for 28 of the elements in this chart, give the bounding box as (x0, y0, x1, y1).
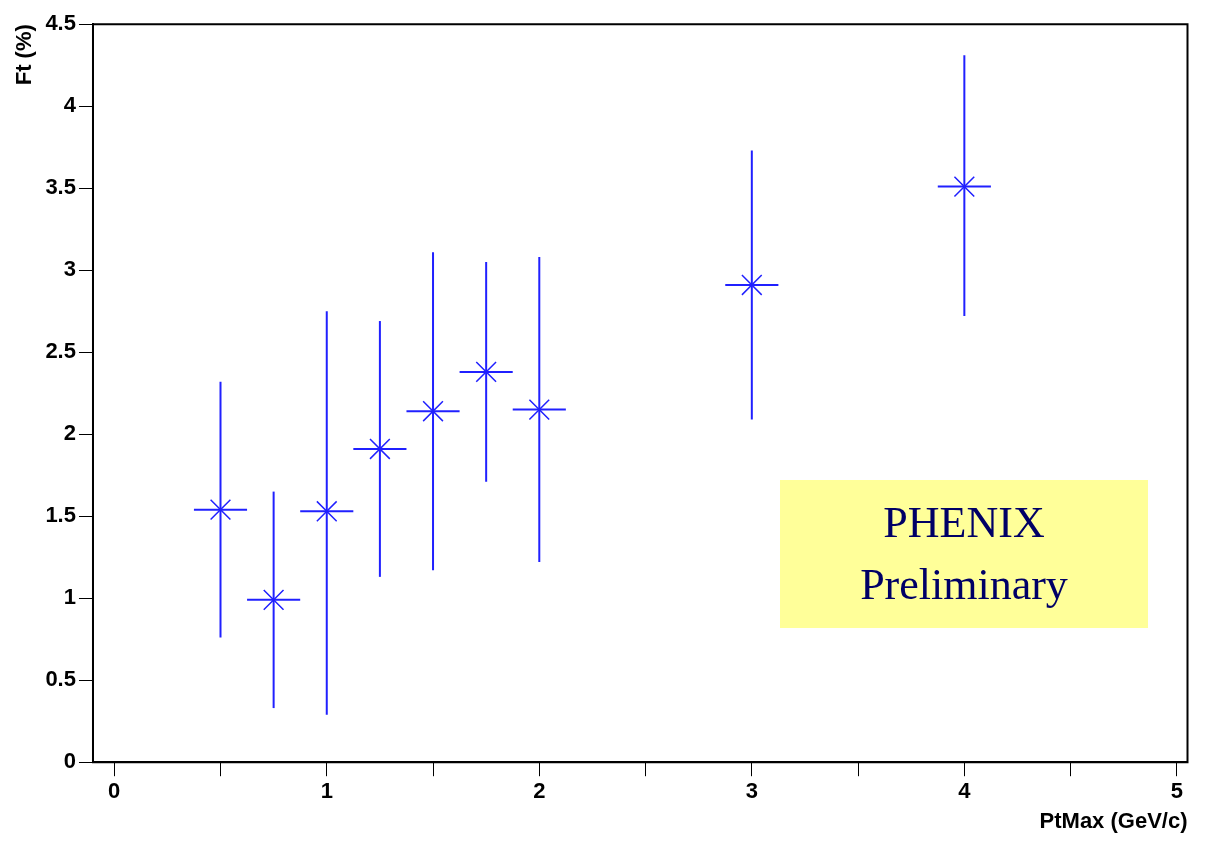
y-tick-label: 0.5 (45, 666, 76, 692)
x-tick-label: 1 (320, 778, 333, 804)
x-tick-label: 5 (1170, 778, 1183, 804)
point (262, 589, 285, 611)
y-axis-title: Ft (%) (11, 24, 37, 86)
point (475, 361, 497, 383)
x-tick-label: 0 (108, 778, 121, 804)
y-tick-label: 1 (63, 584, 76, 610)
y-tick-label: 1.5 (45, 502, 76, 528)
y-tick-label: 4.5 (45, 10, 76, 36)
note-box: PHENIX Preliminary (780, 480, 1148, 628)
point (953, 175, 975, 198)
point (528, 398, 550, 421)
point (316, 500, 338, 522)
point (209, 498, 232, 521)
x-tick-label: 4 (958, 778, 972, 804)
x-tick-label: 2 (533, 778, 546, 804)
point (422, 400, 444, 422)
y-tick-label: 4 (63, 92, 77, 118)
y-tick-label: 2.5 (45, 338, 76, 364)
x-tick-label: 3 (745, 778, 758, 804)
x-axis-title: PtMax (GeV/c) (1039, 807, 1188, 833)
y-tick-label: 3.5 (45, 174, 76, 200)
y-tick-label: 3 (63, 256, 76, 282)
y-tick-label: 0 (63, 748, 76, 774)
point (369, 438, 391, 460)
point (741, 274, 763, 296)
y-tick-label: 2 (63, 420, 76, 446)
